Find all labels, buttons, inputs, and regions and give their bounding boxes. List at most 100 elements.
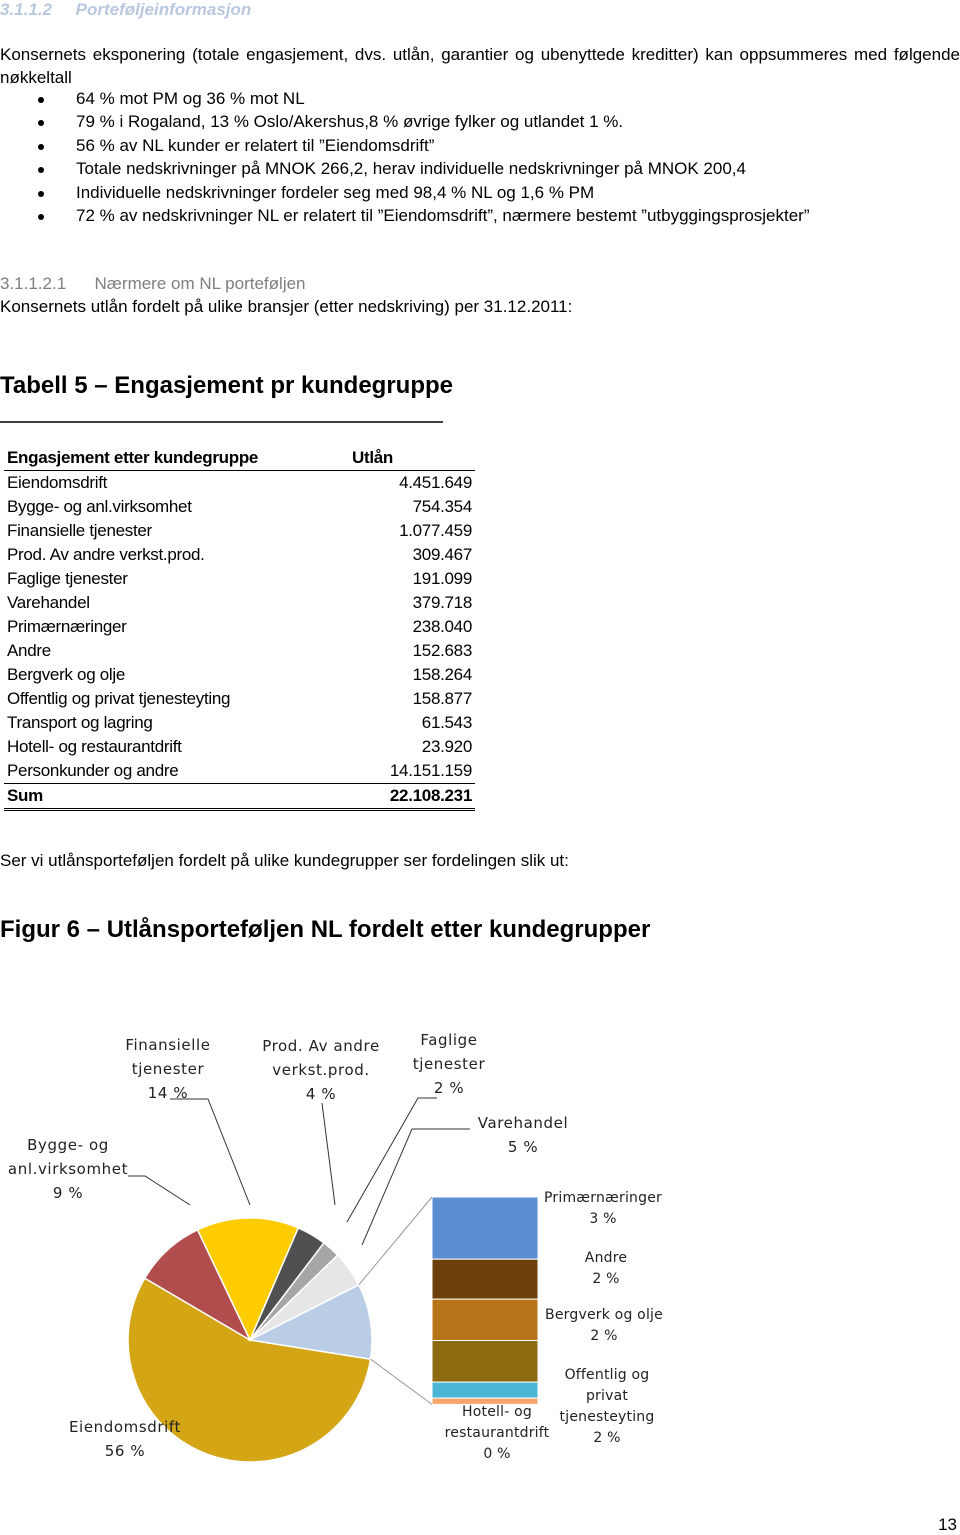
table-header: Engasjement etter kundegruppe — [7, 448, 259, 467]
bar-segment — [431, 1340, 539, 1383]
table-row: Finansielle tjenester 1.077.459 — [4, 519, 475, 543]
table-row: Hotell- og restaurantdrift 23.920 — [4, 735, 475, 759]
table-title: Tabell 5 – Engasjement pr kundegruppe — [0, 372, 453, 399]
value-label: 2 % — [593, 1430, 621, 1446]
bullet — [38, 190, 44, 197]
data-label: Finansielle tjenester 14 % — [118, 1033, 218, 1105]
table-row: Varehandel 379.718 — [4, 591, 475, 615]
category-label: Bygge- og anl.virksomhet — [7, 1136, 129, 1178]
table-cell: 1.077.459 — [399, 521, 472, 540]
table-cell: Bergverk og olje — [7, 665, 126, 684]
value-label: 2 % — [433, 1079, 465, 1097]
bullet — [38, 143, 44, 150]
subsection-number: 3.1.1.2.1 — [0, 274, 67, 293]
data-label: Bygge- og anl.virksomhet 9 % — [3, 1133, 133, 1205]
table-cell: Finansielle tjenester — [7, 521, 152, 540]
table-body: Eiendomsdrift 4.451.649 Bygge- og anl.virk… — [4, 471, 475, 784]
table-row: Eiendomsdrift 4.451.649 — [4, 471, 475, 496]
table-cell: 14.151.159 — [389, 761, 472, 780]
value-label: 2 % — [590, 1328, 618, 1344]
table-row: Personkunder og andre 14.151.159 — [4, 759, 475, 784]
data-label: Eiendomsdrift 56 % — [55, 1415, 195, 1463]
data-label: Prod. Av andre verkst.prod. 4 % — [256, 1034, 386, 1106]
table-row: Offentlig og privat tjenesteyting 158.877 — [4, 687, 475, 711]
bullet-text: 56 % av NL kunder er relatert til ”Eiend… — [76, 135, 435, 155]
value-label: 5 % — [507, 1138, 539, 1156]
data-label: Andre 2 % — [556, 1248, 656, 1290]
table-cell: Varehandel — [7, 593, 90, 612]
section-number: 3.1.1.2 — [0, 0, 52, 19]
table-cell: 191.099 — [412, 569, 473, 588]
bar-segment — [431, 1196, 539, 1260]
category-label: Offentlig og privat tjenesteyting — [559, 1367, 655, 1425]
bullet — [38, 120, 44, 127]
value-label: 0 % — [483, 1446, 511, 1462]
leader-line — [361, 1128, 470, 1246]
bullet-text: Individuelle nedskrivninger fordeler seg… — [76, 182, 595, 202]
table-row: Bygge- og anl.virksomhet 754.354 — [4, 495, 475, 519]
pie-slice — [127, 1277, 372, 1463]
table-cell: 238.040 — [412, 617, 473, 636]
pie-slice — [247, 1283, 373, 1360]
bullet — [38, 167, 44, 174]
table-cell: Bygge- og anl.virksomhet — [7, 497, 192, 516]
bar-segment — [431, 1381, 539, 1399]
bullet — [38, 214, 44, 220]
bullet-text: 79 % i Rogaland, 13 % Oslo/Akershus,8 % … — [76, 112, 624, 132]
section-heading: 3.1.1.2 Porteføljeinformasjon — [0, 0, 251, 20]
leader-line — [346, 1097, 437, 1223]
table-cell: Prod. Av andre verkst.prod. — [7, 545, 205, 564]
data-label: Offentlig og privat tjenesteyting 2 % — [552, 1365, 662, 1449]
table-cell: 4.451.649 — [399, 473, 472, 492]
table-cell: Andre — [7, 641, 51, 660]
table-cell: Sum — [7, 786, 43, 805]
figure-title: Figur 6 – Utlånsporteføljen NL fordelt e… — [0, 916, 651, 943]
table-cell: 61.543 — [421, 713, 473, 732]
leader-line — [128, 1175, 191, 1206]
bullet-text: 72 % av nedskrivninger NL er relatert ti… — [76, 206, 810, 225]
bullet-text: Totale nedskrivninger på MNOK 266,2, her… — [76, 159, 746, 179]
value-label: 2 % — [592, 1271, 620, 1287]
table-header: Utlån — [352, 448, 394, 467]
table-cell: 23.920 — [421, 737, 473, 756]
table-cell: 152.683 — [412, 641, 473, 660]
bullet-text: 64 % mot PM og 36 % mot NL — [76, 89, 305, 108]
bullet — [38, 97, 44, 103]
value-label: 9 % — [52, 1184, 84, 1202]
category-label: Bergverk og olje — [545, 1307, 663, 1323]
bar-segment — [431, 1298, 539, 1342]
category-label: Finansielle tjenester — [125, 1036, 211, 1078]
table-cell: Eiendomsdrift — [7, 473, 108, 492]
data-label: Varehandel 5 % — [463, 1111, 583, 1159]
data-label: Primærnæringer 3 % — [533, 1188, 673, 1230]
subsection-title: Nærmere om NL porteføljen — [94, 274, 306, 293]
data-label: Hotell- og restaurantdrift 0 % — [441, 1402, 553, 1465]
table-cell: Faglige tjenester — [7, 569, 128, 588]
table-cell: Personkunder og andre — [7, 761, 179, 780]
table-cell: 309.467 — [412, 545, 473, 564]
section-title: Porteføljeinformasjon — [75, 0, 252, 19]
table-cell: Offentlig og privat tjenesteyting — [7, 689, 231, 708]
paragraph: Ser vi utlånsporteføljen fordelt på ulik… — [0, 851, 569, 870]
table-cell: 379.718 — [412, 593, 473, 612]
table-cell: 158.877 — [412, 689, 473, 708]
table-cell: 22.108.231 — [389, 786, 472, 805]
page-number: 13 — [938, 1515, 957, 1534]
value-label: 56 % — [104, 1442, 146, 1460]
data-table: Engasjement etter kundegruppe Utlån Eien… — [4, 446, 475, 811]
table-row: Prod. Av andre verkst.prod. 309.467 — [4, 543, 475, 567]
paragraph: Konsernets utlån fordelt på ulike bransj… — [0, 297, 573, 316]
category-label: Hotell- og restaurantdrift — [444, 1404, 550, 1441]
value-label: 4 % — [305, 1085, 337, 1103]
category-label: Varehandel — [477, 1114, 569, 1132]
table-cell: Hotell- og restaurantdrift — [7, 737, 182, 756]
category-label: Andre — [584, 1250, 628, 1266]
bar-segment — [431, 1258, 539, 1300]
table-row: Primærnæringer 238.040 — [4, 615, 475, 639]
leader-line — [170, 1098, 251, 1206]
table-row: Bergverk og olje 158.264 — [4, 663, 475, 687]
connector-line — [358, 1196, 433, 1286]
table-cell: 158.264 — [412, 665, 473, 684]
